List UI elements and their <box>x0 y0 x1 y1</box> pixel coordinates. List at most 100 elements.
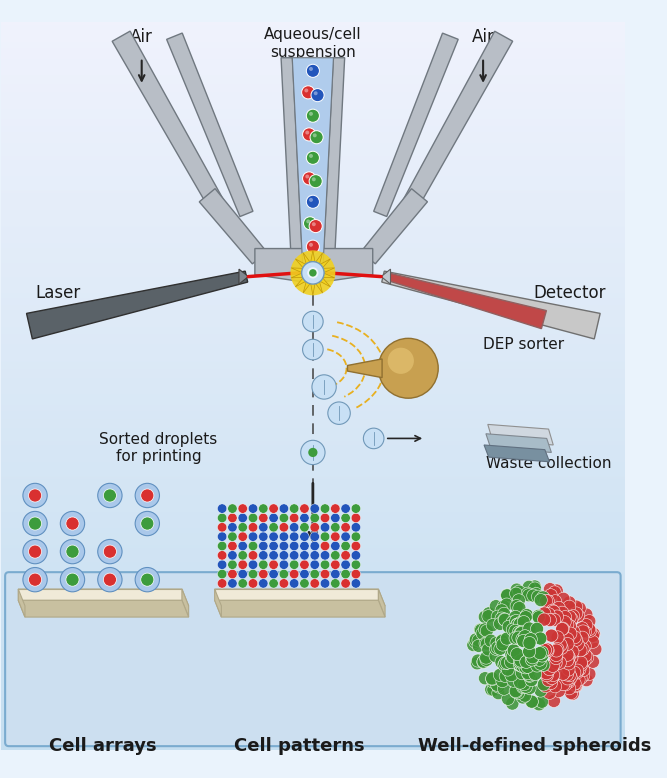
Circle shape <box>570 607 583 620</box>
Polygon shape <box>292 58 334 264</box>
Polygon shape <box>381 269 390 284</box>
Polygon shape <box>387 273 546 328</box>
Circle shape <box>532 591 544 603</box>
Circle shape <box>513 585 526 598</box>
Circle shape <box>305 131 309 135</box>
Circle shape <box>308 448 317 457</box>
Circle shape <box>341 504 350 513</box>
Circle shape <box>60 567 85 592</box>
Polygon shape <box>239 269 248 284</box>
Polygon shape <box>484 445 550 462</box>
Polygon shape <box>112 31 224 209</box>
Circle shape <box>564 686 578 699</box>
Circle shape <box>491 610 504 623</box>
Circle shape <box>482 643 495 656</box>
Circle shape <box>312 375 336 399</box>
Circle shape <box>477 655 490 668</box>
Circle shape <box>550 649 563 661</box>
Circle shape <box>103 573 117 586</box>
Circle shape <box>310 569 319 579</box>
Circle shape <box>289 569 299 579</box>
Circle shape <box>579 649 592 662</box>
Circle shape <box>582 622 596 636</box>
Circle shape <box>542 674 555 687</box>
Circle shape <box>352 513 361 523</box>
Circle shape <box>490 600 502 613</box>
Circle shape <box>556 622 569 635</box>
Circle shape <box>506 650 519 664</box>
Circle shape <box>495 604 508 617</box>
Circle shape <box>248 523 257 532</box>
Circle shape <box>238 532 247 541</box>
Circle shape <box>135 483 159 507</box>
Circle shape <box>561 637 574 650</box>
Circle shape <box>510 685 523 699</box>
Circle shape <box>565 612 578 626</box>
Circle shape <box>561 672 574 685</box>
Circle shape <box>587 628 600 640</box>
Circle shape <box>217 569 227 579</box>
Circle shape <box>538 607 551 620</box>
Circle shape <box>498 608 511 620</box>
Circle shape <box>530 622 544 636</box>
Circle shape <box>320 523 329 532</box>
Polygon shape <box>18 589 189 606</box>
Circle shape <box>310 579 319 588</box>
Circle shape <box>571 664 584 677</box>
Circle shape <box>248 513 257 523</box>
Circle shape <box>60 511 85 536</box>
Circle shape <box>352 532 361 541</box>
Circle shape <box>565 651 578 664</box>
Circle shape <box>341 532 350 541</box>
Circle shape <box>341 541 350 551</box>
Circle shape <box>238 541 247 551</box>
Circle shape <box>501 589 514 602</box>
Circle shape <box>548 613 561 626</box>
Circle shape <box>511 619 524 631</box>
Circle shape <box>533 654 546 666</box>
Circle shape <box>331 560 340 569</box>
Polygon shape <box>281 58 303 264</box>
Circle shape <box>578 626 592 639</box>
Circle shape <box>23 539 47 564</box>
Circle shape <box>227 532 237 541</box>
Circle shape <box>498 613 512 626</box>
Circle shape <box>341 560 350 569</box>
Circle shape <box>547 605 560 619</box>
Circle shape <box>528 582 542 595</box>
Circle shape <box>331 541 340 551</box>
Circle shape <box>534 684 547 697</box>
Circle shape <box>556 606 569 619</box>
Circle shape <box>279 504 289 513</box>
Circle shape <box>269 504 278 513</box>
Circle shape <box>556 622 569 636</box>
Circle shape <box>472 634 485 647</box>
Circle shape <box>320 513 329 523</box>
Circle shape <box>341 579 350 588</box>
Circle shape <box>516 633 529 646</box>
Circle shape <box>259 513 268 523</box>
Circle shape <box>520 680 532 693</box>
Circle shape <box>269 551 278 560</box>
Circle shape <box>341 513 350 523</box>
Circle shape <box>562 657 576 670</box>
Circle shape <box>303 311 323 331</box>
Polygon shape <box>374 33 458 216</box>
Circle shape <box>558 611 572 624</box>
Circle shape <box>499 670 512 682</box>
Circle shape <box>527 589 540 602</box>
Circle shape <box>566 609 580 622</box>
Circle shape <box>586 655 600 668</box>
Circle shape <box>545 629 558 642</box>
Circle shape <box>259 569 268 579</box>
Circle shape <box>471 657 484 670</box>
Polygon shape <box>361 189 428 264</box>
Circle shape <box>269 541 278 551</box>
Circle shape <box>289 541 299 551</box>
Circle shape <box>570 600 583 613</box>
Circle shape <box>301 261 324 284</box>
Circle shape <box>248 579 257 588</box>
Circle shape <box>98 539 122 564</box>
Circle shape <box>289 504 299 513</box>
Circle shape <box>331 532 340 541</box>
